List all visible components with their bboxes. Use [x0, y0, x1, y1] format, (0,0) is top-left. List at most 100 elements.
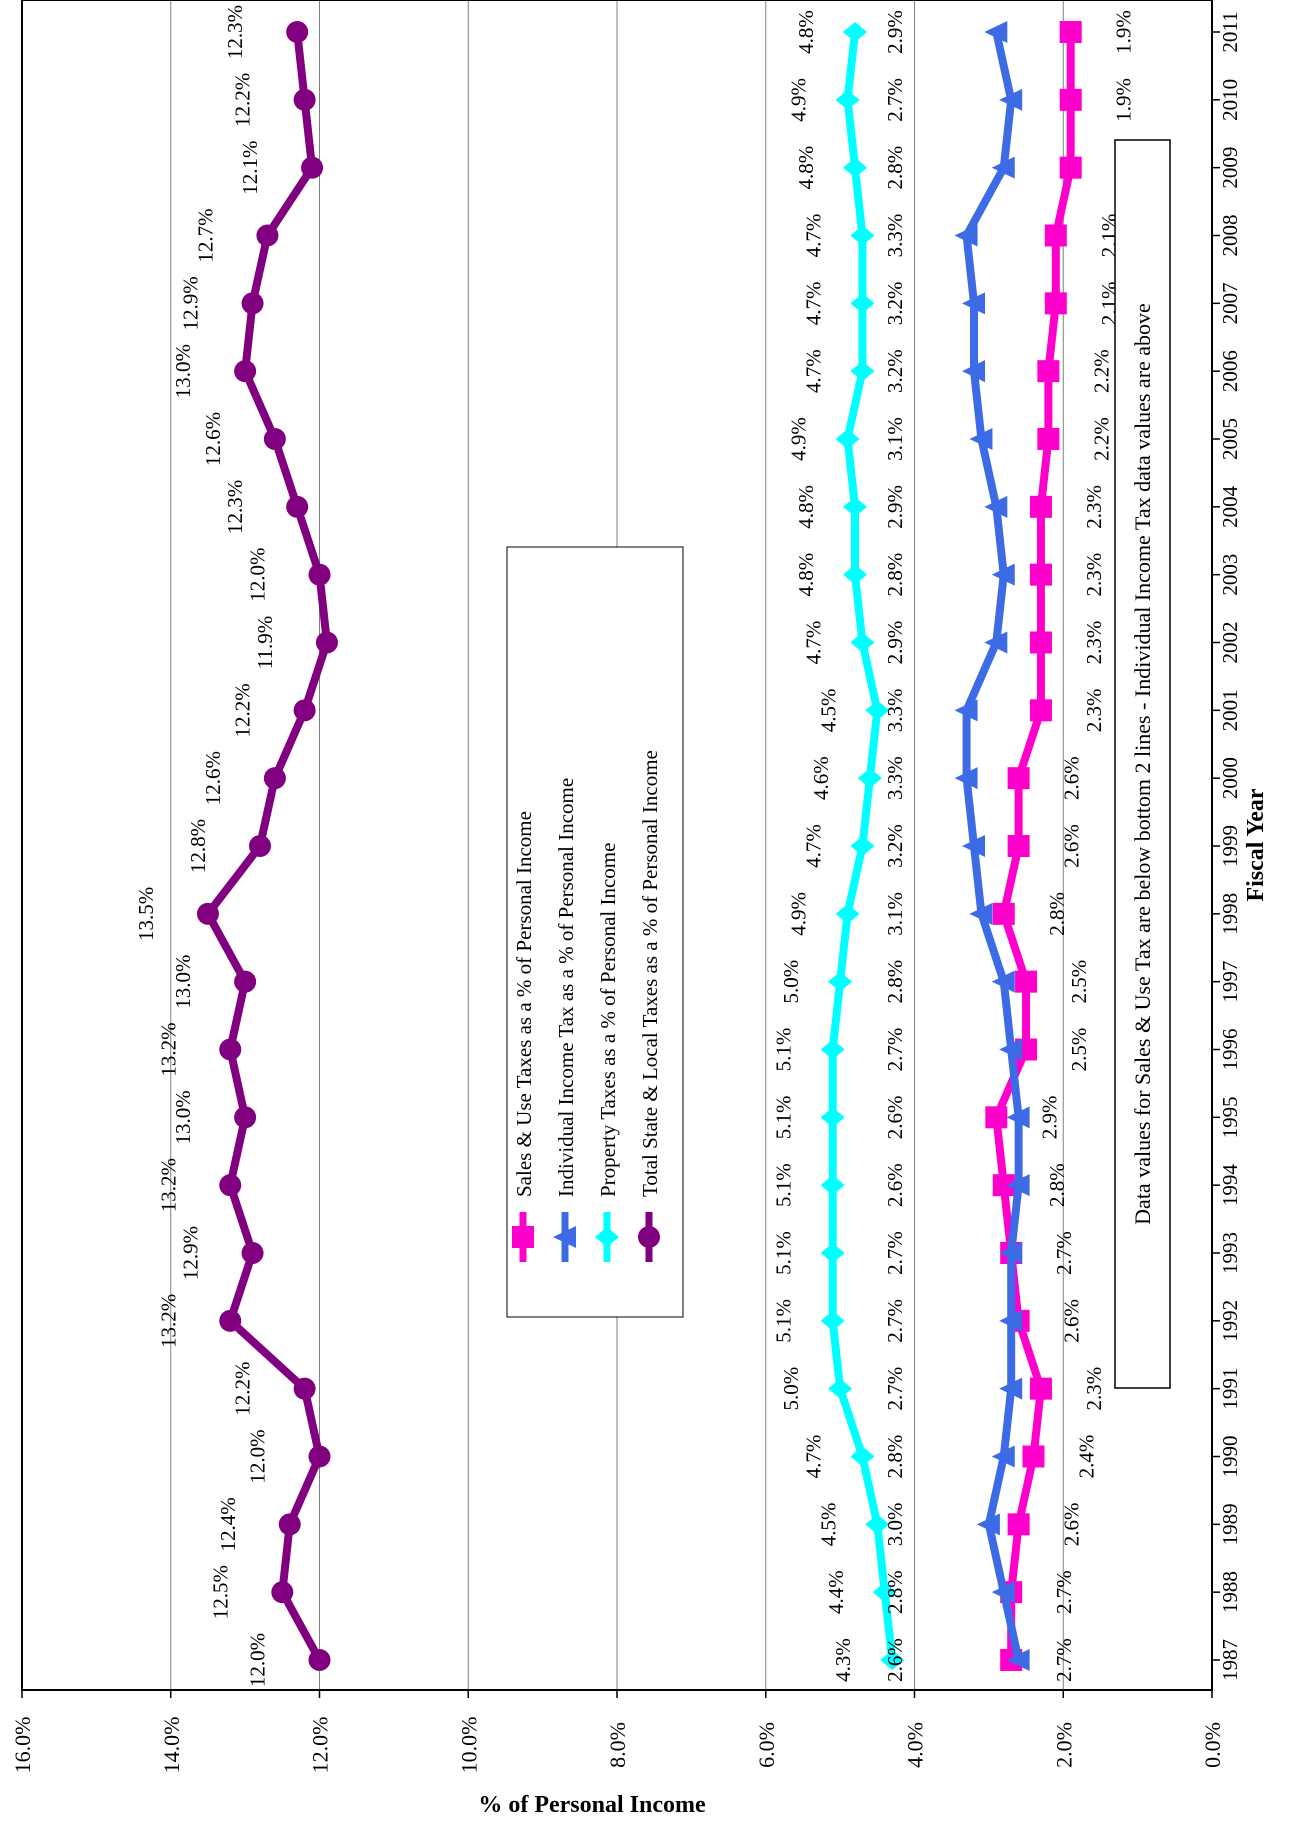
- data-label: 12.3%: [223, 480, 247, 534]
- category-tick-label: 1995: [1218, 1096, 1242, 1138]
- data-point: [1030, 1378, 1052, 1400]
- legend-swatch-marker: [638, 1226, 660, 1248]
- value-tick-label: 4.0%: [903, 1722, 928, 1768]
- data-label: 2.6%: [883, 1095, 907, 1139]
- data-label: 2.9%: [1037, 1095, 1061, 1139]
- data-label: 3.2%: [883, 349, 907, 393]
- category-tick-label: 2001: [1218, 689, 1242, 731]
- data-label: 1.9%: [1112, 10, 1136, 54]
- data-point: [1030, 496, 1052, 518]
- data-label: 2.8%: [883, 553, 907, 597]
- category-tick-label: 1989: [1218, 1503, 1242, 1545]
- data-label: 4.9%: [787, 78, 811, 122]
- data-label: 2.7%: [1052, 1638, 1076, 1682]
- data-label: 12.2%: [231, 683, 255, 737]
- legend-entry-4: Total State & Local Taxes as a % of Pers…: [638, 750, 662, 1262]
- data-label: 5.1%: [772, 1028, 796, 1072]
- data-label: 12.9%: [179, 276, 203, 330]
- data-point: [279, 1513, 301, 1535]
- data-label: 11.9%: [253, 616, 277, 669]
- data-label: 4.7%: [801, 1435, 825, 1479]
- data-point: [309, 564, 331, 586]
- legend: Sales & Use Taxes as a % of Personal Inc…: [507, 547, 683, 1317]
- data-label: 12.6%: [201, 412, 225, 466]
- value-tick-label: 10.0%: [456, 1717, 481, 1774]
- data-point: [1008, 767, 1030, 789]
- data-point: [1030, 564, 1052, 586]
- data-label: 13.2%: [156, 1294, 180, 1348]
- data-label: 5.1%: [772, 1163, 796, 1207]
- annotation: Data values for Sales & Use Tax are belo…: [1115, 140, 1170, 1388]
- data-point: [1045, 225, 1067, 247]
- data-point: [1008, 835, 1030, 857]
- data-point: [242, 1242, 264, 1264]
- data-point: [1037, 360, 1059, 382]
- data-label: 2.7%: [883, 1299, 907, 1343]
- data-label: 2.8%: [883, 960, 907, 1004]
- category-tick-label: 2002: [1218, 622, 1242, 664]
- data-point: [256, 225, 278, 247]
- category-tick-label: 2000: [1218, 757, 1242, 799]
- data-label: 2.3%: [1082, 621, 1106, 665]
- category-tick-label: 1991: [1218, 1368, 1242, 1410]
- data-label: 5.1%: [772, 1299, 796, 1343]
- legend-label: Total State & Local Taxes as a % of Pers…: [638, 750, 662, 1197]
- data-label: 3.2%: [883, 281, 907, 325]
- data-label: 2.8%: [883, 146, 907, 190]
- data-point: [301, 157, 323, 179]
- data-point: [985, 1106, 1007, 1128]
- data-label: 2.3%: [1082, 1367, 1106, 1411]
- data-label: 3.3%: [883, 214, 907, 258]
- data-point: [1008, 1513, 1030, 1535]
- data-point: [1023, 1446, 1045, 1468]
- data-label: 2.3%: [1082, 553, 1106, 597]
- data-label: 4.7%: [801, 281, 825, 325]
- data-label: 2.7%: [883, 1028, 907, 1072]
- legend-label: Sales & Use Taxes as a % of Personal Inc…: [512, 811, 536, 1197]
- data-label: 4.4%: [824, 1570, 848, 1614]
- category-tick-label: 1993: [1218, 1232, 1242, 1274]
- data-point: [271, 1581, 293, 1603]
- category-tick-label: 1988: [1218, 1571, 1242, 1613]
- data-label: 5.0%: [779, 1367, 803, 1411]
- data-label: 3.1%: [883, 892, 907, 936]
- data-label: 12.3%: [223, 5, 247, 59]
- data-label: 12.6%: [201, 751, 225, 805]
- value-tick-label: 8.0%: [605, 1722, 630, 1768]
- category-tick-label: 2010: [1218, 79, 1242, 121]
- data-label: 2.6%: [1060, 756, 1084, 800]
- category-tick-label: 2011: [1218, 11, 1242, 52]
- data-label: 4.3%: [831, 1638, 855, 1682]
- data-label: 12.2%: [231, 73, 255, 127]
- data-label: 12.2%: [231, 1362, 255, 1416]
- data-label: 2.7%: [1052, 1231, 1076, 1275]
- data-point: [294, 699, 316, 721]
- data-label: 2.8%: [883, 1570, 907, 1614]
- legend-entry-2: Individual Income Tax as a % of Personal…: [553, 778, 578, 1262]
- legend-swatch-marker: [512, 1226, 534, 1248]
- data-label: 12.8%: [186, 819, 210, 873]
- data-label: 12.5%: [208, 1565, 232, 1619]
- category-tick-label: 2009: [1218, 147, 1242, 189]
- data-point: [993, 903, 1015, 925]
- category-tick-label: 2003: [1218, 554, 1242, 596]
- legend-label: Individual Income Tax as a % of Personal…: [554, 778, 578, 1197]
- data-point: [219, 1174, 241, 1196]
- data-label: 2.7%: [883, 78, 907, 122]
- data-point: [1045, 292, 1067, 314]
- data-point: [219, 1039, 241, 1061]
- data-label: 3.3%: [883, 756, 907, 800]
- data-label: 2.8%: [1045, 892, 1069, 936]
- data-label: 2.2%: [1089, 417, 1113, 461]
- data-label: 12.7%: [193, 208, 217, 262]
- data-label: 2.9%: [883, 485, 907, 529]
- data-label: 12.9%: [179, 1226, 203, 1280]
- data-label: 2.3%: [1082, 485, 1106, 529]
- category-tick-label: 1999: [1218, 825, 1242, 867]
- data-label: 4.7%: [801, 621, 825, 665]
- data-point: [309, 1446, 331, 1468]
- data-point: [286, 21, 308, 43]
- data-label: 4.9%: [787, 417, 811, 461]
- data-point: [249, 835, 271, 857]
